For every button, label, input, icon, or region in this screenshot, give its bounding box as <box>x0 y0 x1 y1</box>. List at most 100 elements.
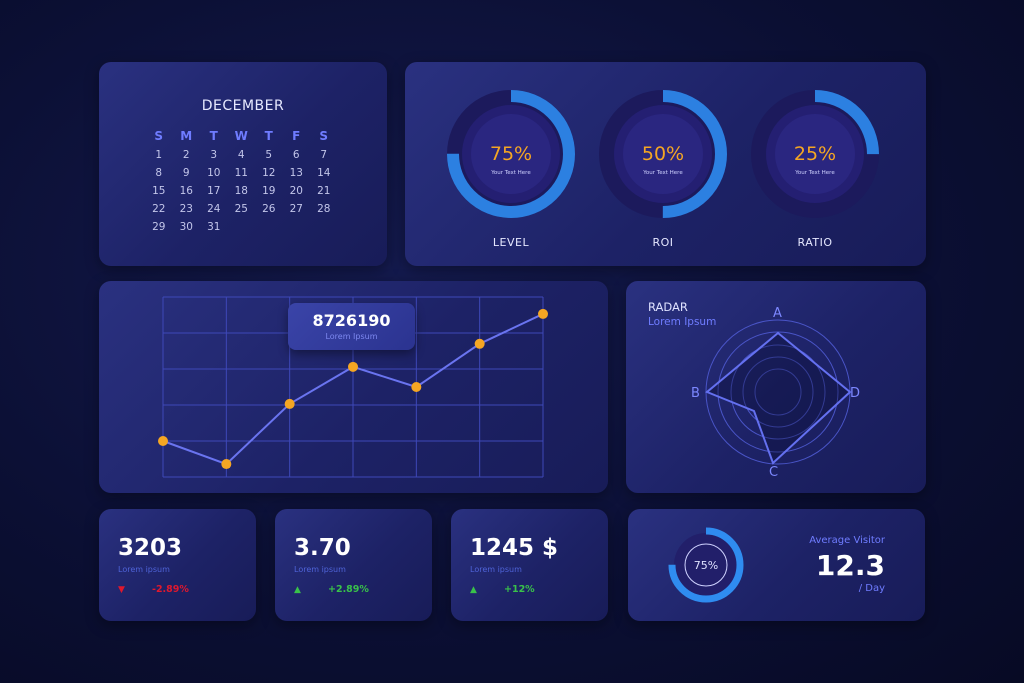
stat-caption: Lorem ipsum <box>470 565 522 574</box>
weekday-header: S <box>154 129 164 143</box>
trend-up-icon: ▲ <box>294 585 301 595</box>
calendar-day[interactable]: 10 <box>207 167 221 179</box>
calendar-grid: S M T W T F S 1 2 3 4 5 6 7 8 9 10 11 12 13 14 15 16 17 18 19 20 21… <box>145 126 338 236</box>
average-visitor-card: 75% Average Visitor 12.3 / Day <box>628 509 925 621</box>
data-point[interactable] <box>158 436 168 446</box>
calendar-day[interactable]: 19 <box>262 185 276 197</box>
data-point[interactable] <box>411 382 422 392</box>
visitor-value: 12.3 <box>815 549 885 582</box>
radar-ring <box>730 344 826 440</box>
chart-tooltip: 8726190 Lorem Ipsum <box>288 303 415 350</box>
gauge-caption: Your Text Here <box>490 170 531 176</box>
calendar-day[interactable]: 16 <box>179 185 193 197</box>
calendar-day[interactable]: 11 <box>234 167 248 179</box>
data-point[interactable] <box>221 459 232 470</box>
trend-up-icon: ▲ <box>470 585 477 595</box>
data-point[interactable] <box>538 308 548 319</box>
calendar-day[interactable]: 5 <box>265 149 273 161</box>
calendar-day <box>228 218 256 236</box>
visitor-ring-value: 75% <box>694 559 718 572</box>
calendar-day[interactable]: 31 <box>207 221 221 233</box>
stat-change: +12% <box>504 584 535 595</box>
stat-caption: Lorem ipsum <box>294 565 346 574</box>
gauge-ring: 75% Your Text Here <box>447 90 575 218</box>
stat-card: 1245 $ Lorem ipsum ▲ +12% <box>451 509 608 621</box>
stat-card: 3.70 Lorem ipsum ▲ +2.89% <box>275 509 432 621</box>
data-point[interactable] <box>284 398 295 409</box>
calendar-day[interactable]: 1 <box>155 149 163 161</box>
gauge-value: 25% <box>794 143 836 165</box>
calendar-day[interactable]: 12 <box>262 167 276 179</box>
line-chart-card: 8726190 Lorem Ipsum <box>99 281 608 493</box>
radar-chart: A B C D <box>691 306 860 480</box>
visitor-ring: 75% <box>668 527 744 603</box>
radar-ring <box>742 356 814 428</box>
calendar-day[interactable]: 28 <box>317 203 331 215</box>
tooltip-caption: Lorem Ipsum <box>325 332 378 341</box>
calendar-day[interactable]: 3 <box>210 149 218 161</box>
gauge-label: RATIO <box>797 236 833 249</box>
calendar-day[interactable]: 21 <box>317 185 331 197</box>
tooltip-value: 8726190 <box>312 311 391 330</box>
radar-axis-c: C <box>769 465 778 480</box>
radar-card: RADAR Lorem Ipsum A B C D <box>626 281 926 493</box>
radar-subtitle: Lorem Ipsum <box>648 316 717 328</box>
weekday-header: T <box>209 129 218 143</box>
weekday-header: W <box>234 129 248 143</box>
stat-value: 1245 $ <box>470 535 559 561</box>
calendar-day <box>283 218 311 236</box>
calendar-day[interactable]: 18 <box>234 185 248 197</box>
calendar-day[interactable]: 29 <box>152 221 166 233</box>
line-chart <box>158 296 548 478</box>
radar-axis-b: B <box>691 386 700 401</box>
calendar-day[interactable]: 22 <box>152 203 166 215</box>
calendar-day[interactable]: 7 <box>320 149 328 161</box>
calendar-day[interactable]: 8 <box>155 167 163 179</box>
calendar-day[interactable]: 24 <box>207 203 221 215</box>
weekday-header: T <box>264 129 273 143</box>
calendar-day[interactable]: 30 <box>179 221 193 233</box>
calendar-day[interactable]: 9 <box>182 167 190 179</box>
radar-title: RADAR <box>648 300 688 314</box>
gauges-card: 75% Your Text Here LEVEL 50% Your Text H… <box>405 62 926 266</box>
gauge-caption: Your Text Here <box>642 170 683 176</box>
calendar-day[interactable]: 13 <box>289 167 303 179</box>
stat-card: 3203 Lorem ipsum ▼ -2.89% <box>99 509 256 621</box>
calendar-day[interactable]: 15 <box>152 185 166 197</box>
calendar-day[interactable]: 14 <box>317 167 331 179</box>
calendar-month: DECEMBER <box>201 98 285 114</box>
calendar-day <box>310 218 338 236</box>
calendar-day[interactable]: 6 <box>292 149 300 161</box>
radar-axis-d: D <box>850 386 860 401</box>
stat-value: 3.70 <box>294 535 351 561</box>
calendar-day <box>255 218 283 236</box>
calendar-day[interactable]: 23 <box>179 203 193 215</box>
radar-axis-a: A <box>773 306 782 321</box>
weekday-header: M <box>180 129 193 143</box>
calendar-day[interactable]: 27 <box>289 203 303 215</box>
gauge-ring: 50% Your Text Here <box>599 90 727 218</box>
calendar-day[interactable]: 17 <box>207 185 221 197</box>
gauge-caption: Your Text Here <box>794 170 835 176</box>
visitor-unit: / Day <box>858 583 885 594</box>
radar-ring <box>754 368 802 416</box>
weekday-header: F <box>292 129 301 143</box>
stat-change: +2.89% <box>328 584 369 595</box>
gauge-label: LEVEL <box>492 236 530 249</box>
calendar-day[interactable]: 26 <box>262 203 276 215</box>
trend-down-icon: ▼ <box>118 585 125 595</box>
data-point[interactable] <box>474 338 485 349</box>
gauge-label: ROI <box>652 236 674 249</box>
radar-polygon <box>705 331 852 465</box>
stat-value: 3203 <box>118 535 183 561</box>
calendar-day[interactable]: 20 <box>289 185 303 197</box>
calendar-day[interactable]: 2 <box>182 149 190 161</box>
stat-caption: Lorem ipsum <box>118 565 170 574</box>
data-point[interactable] <box>348 361 358 372</box>
calendar-card: DECEMBER S M T W T F S 1 2 3 4 5 6 7 8 9 10 11 12 13 14 15 16 1… <box>99 62 387 266</box>
gauge-value: 75% <box>490 143 532 165</box>
calendar-day[interactable]: 4 <box>237 149 245 161</box>
gauge-ring: 25% Your Text Here <box>751 90 879 218</box>
calendar-day[interactable]: 25 <box>234 203 248 215</box>
gauge-value: 50% <box>642 143 684 165</box>
